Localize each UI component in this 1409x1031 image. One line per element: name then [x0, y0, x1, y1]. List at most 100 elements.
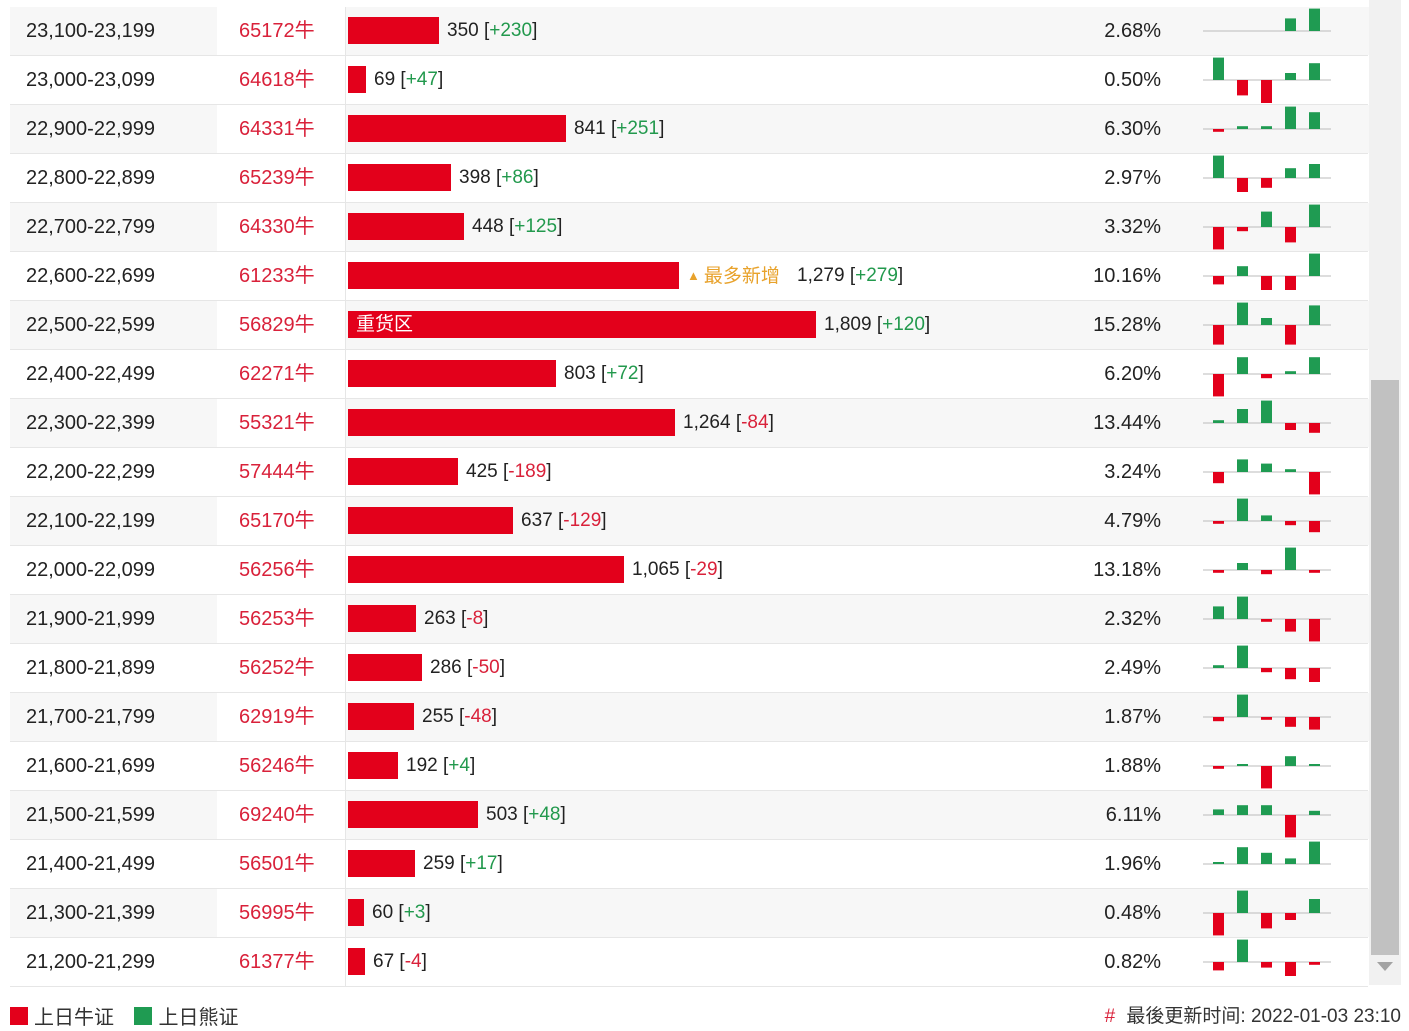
quantity-value: 286 [-50]: [430, 657, 506, 678]
warrant-code-link[interactable]: 56253牛: [239, 608, 315, 630]
scrollbar-thumb[interactable]: [1371, 380, 1399, 955]
sparkline-bar: [1261, 276, 1272, 290]
warrant-code-link[interactable]: 64331牛: [239, 118, 315, 140]
warrant-code-link[interactable]: 61377牛: [239, 951, 315, 973]
distribution-cell: 重货区 1,809 [+120] 15.28%: [345, 301, 1369, 349]
sparkline-bar: [1309, 357, 1320, 374]
distribution-cell: 1,264 [-84] 13.44%: [345, 399, 1369, 447]
range-cell: 22,500-22,599: [10, 301, 217, 349]
quantity-change: -8: [466, 608, 484, 629]
table-row: 21,200-21,299 61377牛 67 [-4] 0.82%: [10, 938, 1369, 987]
warrant-code-link[interactable]: 64330牛: [239, 216, 315, 238]
quantity-count: 263: [424, 608, 456, 629]
price-range: 22,500-22,599: [26, 314, 156, 336]
table-row: 23,000-23,099 64618牛 69 [+47] 0.50%: [10, 56, 1369, 105]
bear-swatch-icon: [134, 1006, 153, 1025]
price-range: 21,600-21,699: [26, 755, 156, 777]
quantity-value: 60 [+3]: [372, 902, 431, 923]
quantity-count: 350: [447, 20, 479, 41]
price-range: 21,800-21,899: [26, 657, 156, 679]
sparkline-bar: [1237, 498, 1248, 521]
share-percent: 6.11%: [1105, 804, 1161, 826]
price-range: 21,500-21,599: [26, 804, 156, 826]
distribution-cell: 69 [+47] 0.50%: [345, 56, 1369, 104]
table-row: 22,300-22,399 55321牛 1,264 [-84] 13.44%: [10, 399, 1369, 448]
sparkline-bar: [1261, 668, 1272, 673]
warrant-code-link[interactable]: 56256牛: [239, 559, 315, 581]
warrant-code-cell: 65170牛: [217, 497, 345, 545]
legend-bear-label: 上日熊证: [158, 1007, 239, 1029]
daily-change-sparkline: [1203, 939, 1331, 976]
vertical-scrollbar[interactable]: [1369, 0, 1401, 985]
range-cell: 22,300-22,399: [10, 399, 217, 447]
warrant-code-link[interactable]: 56501牛: [239, 853, 315, 875]
sparkline-bar: [1309, 423, 1320, 433]
quantity-value: 67 [-4]: [373, 951, 427, 972]
warrant-code-link[interactable]: 56246牛: [239, 755, 315, 777]
range-cell: 22,600-22,699: [10, 252, 217, 300]
share-percent: 2.32%: [1104, 608, 1161, 630]
warrant-code-cell: 62271牛: [217, 350, 345, 398]
sparkline-bar: [1285, 668, 1296, 680]
quantity-bar: [348, 703, 414, 730]
quantity-change: +3: [403, 902, 426, 923]
warrant-code-link[interactable]: 65170牛: [239, 510, 315, 532]
warrant-code-cell: 64330牛: [217, 203, 345, 251]
warrant-code-link[interactable]: 56252牛: [239, 657, 315, 679]
table-row: 22,500-22,599 56829牛 重货区 1,809 [+120] 15.28%: [10, 301, 1369, 350]
quantity-value: 637 [-129]: [521, 510, 607, 531]
share-percent: 2.97%: [1104, 167, 1161, 189]
price-range: 21,700-21,799: [26, 706, 156, 728]
sparkline-bar: [1237, 227, 1248, 232]
sparkline-bar: [1213, 129, 1224, 132]
warrant-code-link[interactable]: 62919牛: [239, 706, 315, 728]
quantity-bar: [348, 654, 422, 681]
warrant-code-link[interactable]: 57444牛: [239, 461, 315, 483]
sparkline-bar: [1237, 645, 1248, 668]
daily-change-sparkline: [1203, 204, 1331, 250]
sparkline-bar: [1285, 423, 1296, 430]
sparkline-bar: [1261, 717, 1272, 720]
quantity-value: 425 [-189]: [466, 461, 552, 482]
daily-change-sparkline: [1203, 498, 1331, 533]
sparkline-bar: [1309, 8, 1320, 31]
sparkline-bar: [1213, 913, 1224, 936]
sparkline-bar: [1309, 253, 1320, 276]
scroll-down-arrow-icon[interactable]: [1377, 962, 1393, 971]
heavy-zone-label: 重货区: [356, 314, 414, 335]
sparkline-bar: [1237, 890, 1248, 913]
warrant-code-cell: 56995牛: [217, 889, 345, 937]
quantity-change: -189: [508, 461, 547, 482]
bull-swatch-icon: [10, 1006, 28, 1025]
sparkline-bar: [1261, 913, 1272, 929]
price-range: 22,100-22,199: [26, 510, 156, 532]
warrant-code-link[interactable]: 65239牛: [239, 167, 315, 189]
sparkline-bar: [1309, 841, 1320, 864]
warrant-code-link[interactable]: 62271牛: [239, 363, 315, 385]
daily-change-sparkline: [1203, 155, 1331, 192]
sparkline-bar: [1309, 472, 1320, 495]
sparkline-bar: [1237, 409, 1248, 423]
warrant-code-link[interactable]: 56829牛: [239, 314, 315, 336]
distribution-cell: 192 [+4] 1.88%: [345, 742, 1369, 790]
sparkline-bar: [1213, 606, 1224, 619]
warrant-code-link[interactable]: 64618牛: [239, 69, 315, 91]
quantity-bar: [348, 556, 624, 583]
warrant-code-link[interactable]: 55321牛: [239, 412, 315, 434]
legend-bear: 上日熊证: [134, 1001, 238, 1030]
quantity-value: 803 [+72]: [564, 363, 644, 384]
warrant-code-link[interactable]: 69240牛: [239, 804, 315, 826]
warrant-code-link[interactable]: 56995牛: [239, 902, 315, 924]
legend-bull-label: 上日牛证: [34, 1007, 114, 1029]
quantity-change: +17: [465, 853, 498, 874]
quantity-value: 448 [+125]: [472, 216, 563, 237]
sparkline-bar: [1261, 852, 1272, 864]
quantity-change: +251: [616, 118, 660, 139]
range-cell: 22,000-22,099: [10, 546, 217, 594]
daily-change-sparkline: [1203, 547, 1331, 575]
warrant-code-link[interactable]: 65172牛: [239, 20, 315, 42]
share-percent: 4.79%: [1104, 510, 1161, 532]
warrant-code-link[interactable]: 61233牛: [239, 265, 315, 287]
daily-change-sparkline: [1203, 694, 1331, 730]
quantity-count: 259: [423, 853, 455, 874]
